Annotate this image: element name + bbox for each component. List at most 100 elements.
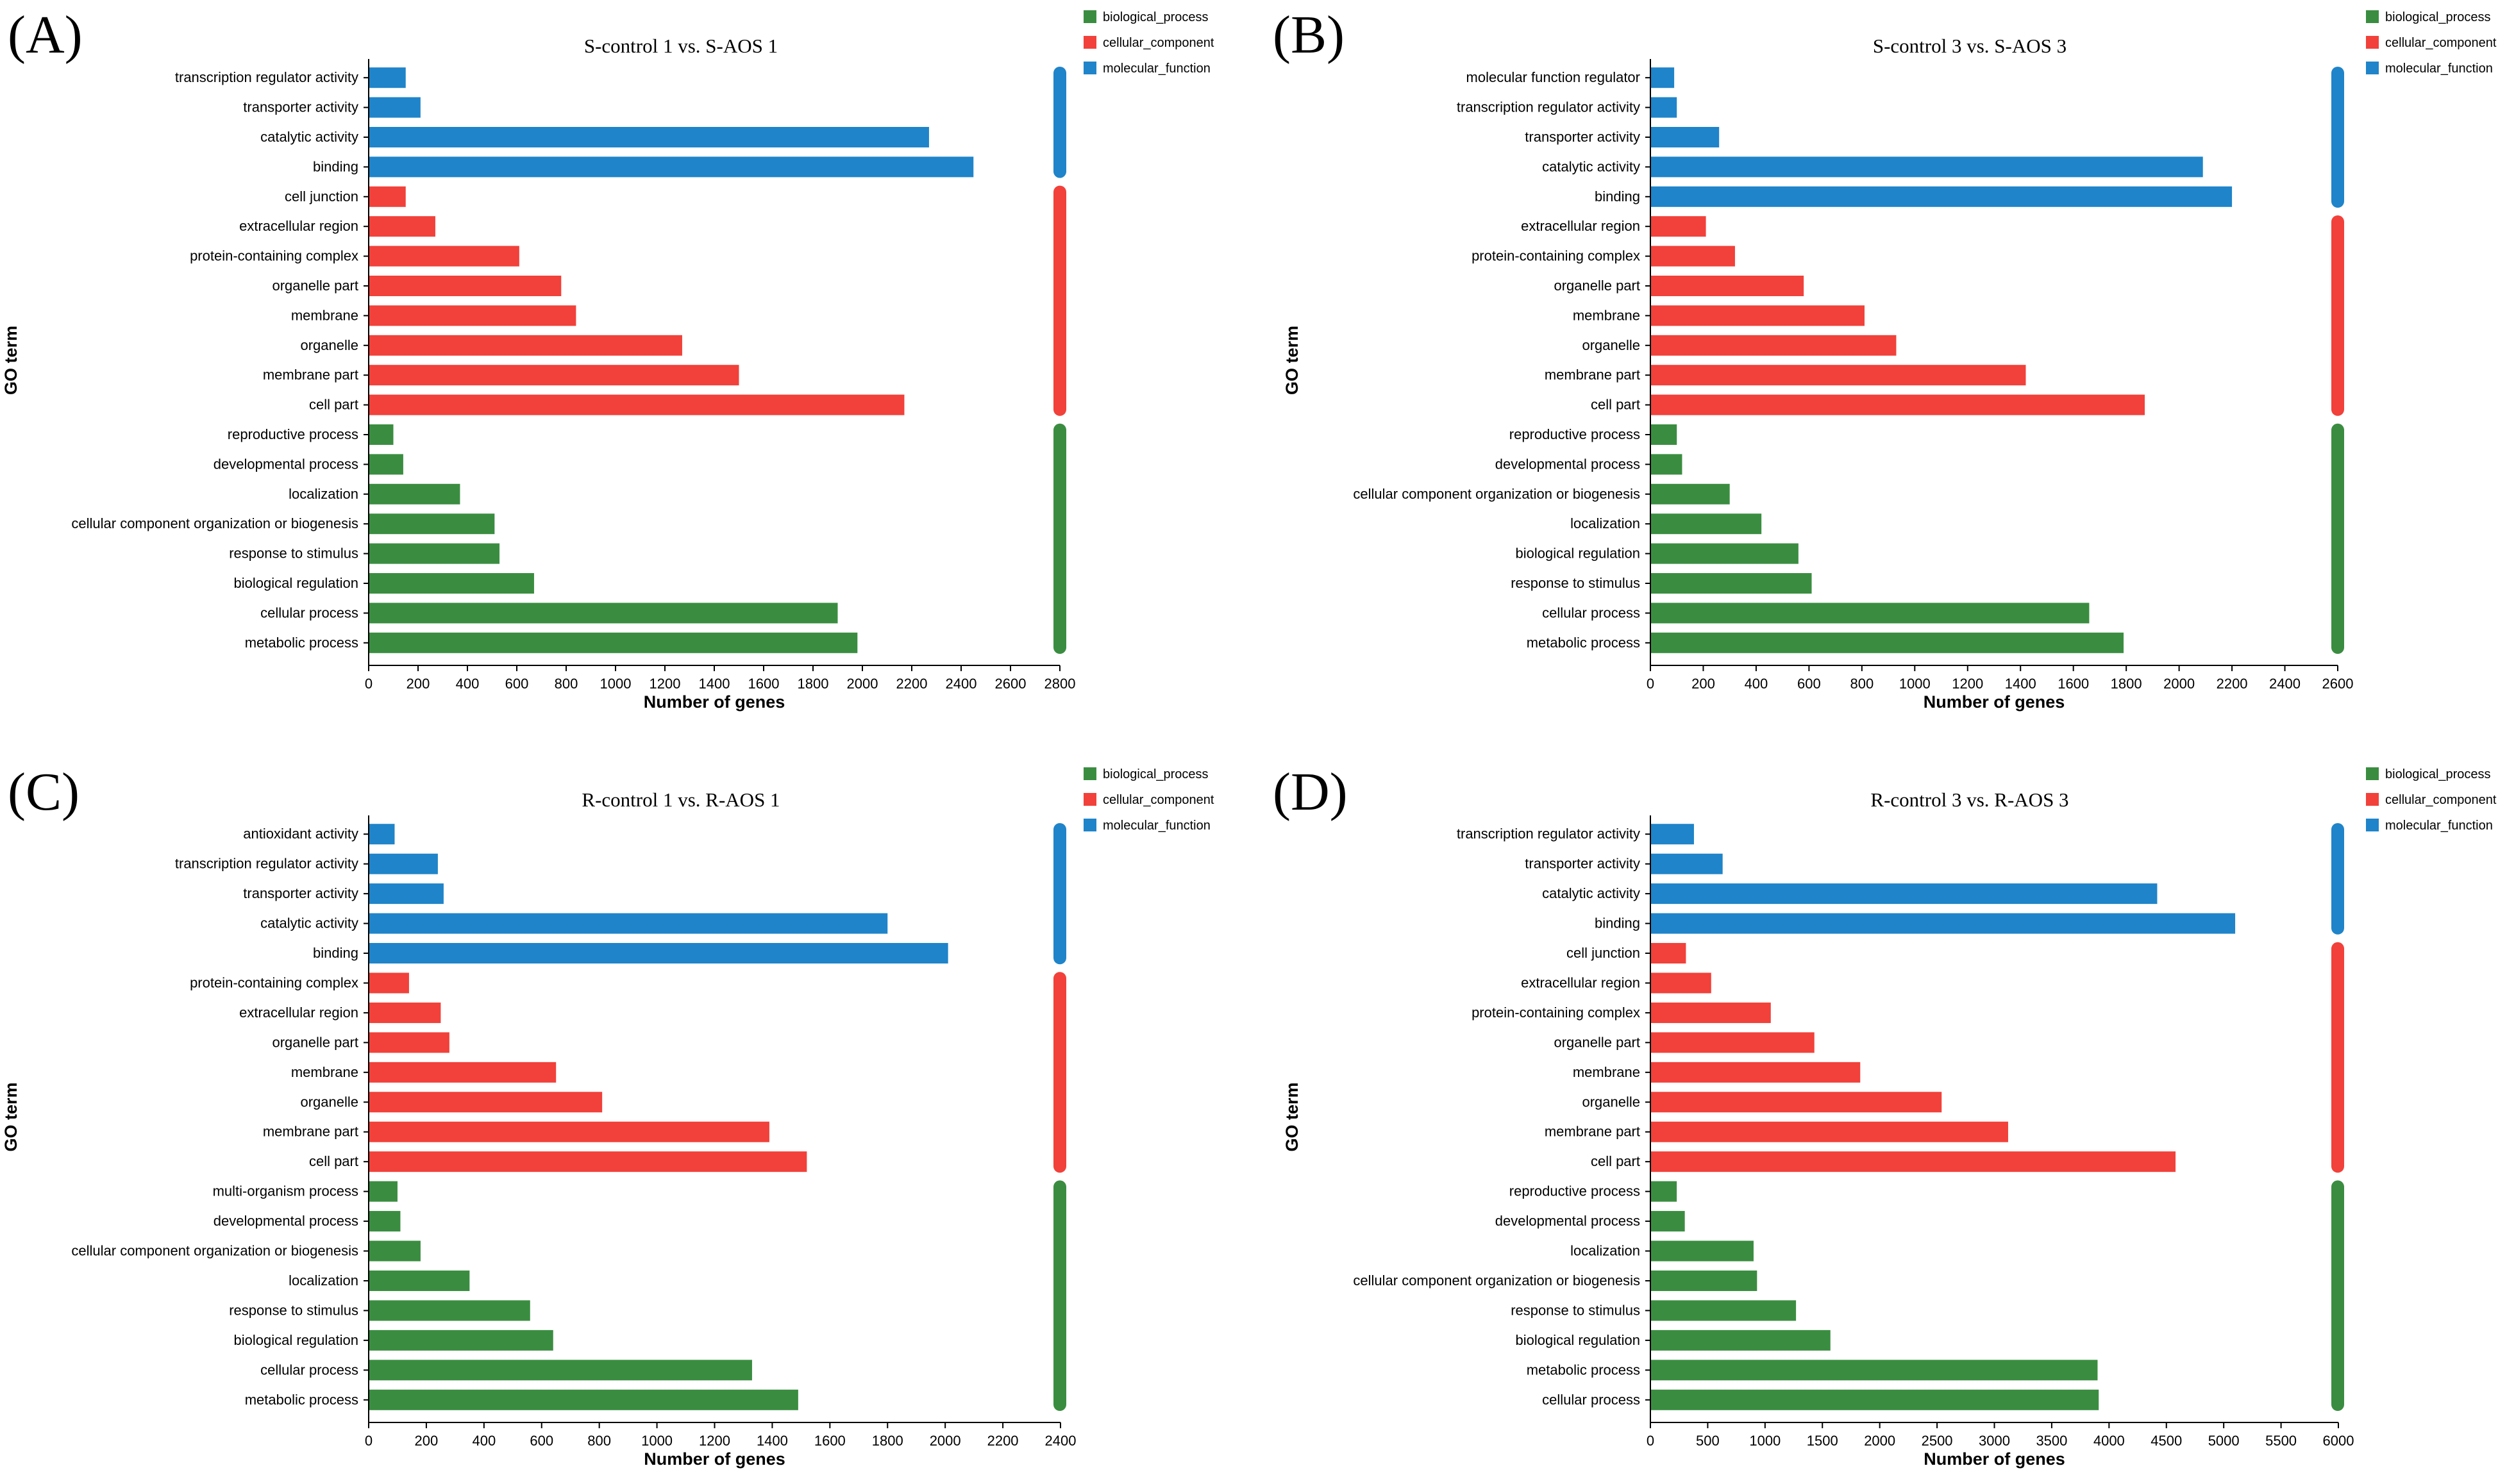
category-label: protein-containing complex (190, 248, 358, 264)
bar (369, 67, 406, 88)
panel-letter: (D) (1273, 762, 1348, 822)
category-label: reproductive process (1509, 426, 1640, 442)
x-tick-label: 400 (456, 676, 480, 692)
legend-label: molecular_function (2385, 62, 2493, 76)
category-label: organelle (1582, 337, 1640, 353)
bar (1650, 276, 1804, 296)
x-tick-label: 0 (1647, 676, 1654, 692)
category-label: biological regulation (1516, 1332, 1640, 1348)
category-label: organelle (1582, 1094, 1640, 1110)
x-tick-label: 1000 (600, 676, 632, 692)
bar (1650, 632, 2124, 653)
category-label: cellular component organization or bioge… (71, 1243, 358, 1259)
category-label: protein-containing complex (1472, 248, 1640, 264)
group-bar-cellular_component (1053, 185, 1066, 416)
category-label: transporter activity (243, 99, 358, 115)
bar (1650, 305, 1865, 326)
bar (1650, 573, 1812, 594)
bar (369, 632, 858, 653)
legend-label: molecular_function (1103, 62, 1211, 76)
bar (1650, 1270, 1757, 1291)
legend-swatch (2366, 62, 2379, 74)
bar (1650, 913, 2236, 934)
bar (1650, 1240, 1754, 1262)
x-tick-label: 1200 (650, 676, 681, 692)
legend-swatch (1084, 36, 1096, 49)
x-axis-title: Number of genes (644, 692, 785, 712)
bar (1650, 483, 1730, 504)
group-bar-molecular_function (1053, 67, 1066, 178)
bar (369, 913, 888, 934)
legend-label: biological_process (1103, 10, 1209, 24)
category-label: cellular process (260, 1362, 358, 1378)
category-label: membrane (1573, 1064, 1640, 1080)
category-label: response to stimulus (229, 546, 358, 562)
category-label: organelle part (272, 1034, 358, 1050)
category-label: extracellular region (239, 1005, 358, 1021)
bar (1650, 853, 1723, 874)
category-label: organelle (300, 337, 358, 353)
bar (369, 156, 974, 178)
bar (1650, 513, 1762, 535)
x-tick-label: 1500 (1807, 1433, 1838, 1449)
x-tick-label: 1000 (1899, 676, 1931, 692)
category-label: organelle (300, 1094, 358, 1110)
panel-letter: (B) (1273, 5, 1345, 65)
bar (369, 483, 460, 504)
legend-label: biological_process (1103, 767, 1209, 781)
category-label: cellular process (260, 604, 358, 621)
bar (1650, 156, 2203, 178)
category-label: membrane (291, 307, 358, 323)
category-label: cellular component organization or bioge… (1353, 1272, 1640, 1288)
bar (369, 365, 739, 386)
bar (1650, 1330, 1831, 1351)
category-label: antioxidant activity (243, 826, 358, 842)
category-label: developmental process (214, 1213, 358, 1229)
bar (1650, 1002, 1771, 1023)
x-tick-label: 1600 (814, 1433, 846, 1449)
bar (1650, 454, 1682, 475)
x-tick-label: 1600 (748, 676, 780, 692)
category-label: transcription regulator activity (175, 856, 358, 872)
bar (369, 186, 406, 207)
bar (1650, 365, 2026, 386)
category-label: metabolic process (245, 635, 358, 651)
x-tick-label: 1400 (757, 1433, 788, 1449)
x-tick-label: 200 (407, 676, 430, 692)
category-label: extracellular region (1521, 974, 1640, 990)
category-label: cell part (1591, 1153, 1640, 1169)
bar (1650, 1121, 2008, 1142)
category-label: cell part (309, 1153, 358, 1169)
category-label: binding (313, 945, 358, 961)
legend-label: biological_process (2385, 10, 2491, 24)
category-label: biological regulation (234, 1332, 358, 1348)
category-label: multi-organism process (213, 1183, 358, 1199)
chart-panel-1: (A) S-control 1 vs. S-AOS 1 transcription … (1, 5, 1214, 712)
bar (1650, 1151, 2176, 1172)
x-tick-label: 0 (365, 1433, 373, 1449)
bar (1650, 1360, 2098, 1381)
category-label: membrane part (263, 1124, 358, 1140)
x-tick-label: 2000 (2163, 676, 2195, 692)
category-label: reproductive process (1509, 1183, 1640, 1199)
bar (369, 394, 905, 415)
legend-label: biological_process (2385, 767, 2491, 781)
bar (369, 216, 435, 237)
bar (369, 127, 929, 147)
x-tick-label: 3000 (1979, 1433, 2010, 1449)
category-label: cell junction (285, 188, 358, 204)
group-bar-biological_process (2331, 423, 2344, 654)
bar (369, 603, 838, 624)
group-bar-molecular_function (2331, 823, 2344, 935)
x-tick-label: 4500 (2151, 1433, 2182, 1449)
category-label: catalytic activity (1542, 885, 1640, 901)
category-label: cellular component organization or bioge… (71, 515, 358, 531)
bar (369, 1389, 798, 1410)
chart-title: S-control 3 vs. S-AOS 3 (1873, 35, 2067, 57)
category-label: organelle part (1554, 1034, 1640, 1050)
panel-letter: (C) (8, 762, 80, 822)
bar (1650, 246, 1735, 267)
legend-label: cellular_component (2385, 36, 2497, 50)
bar (369, 1330, 553, 1351)
x-tick-label: 2400 (2269, 676, 2301, 692)
